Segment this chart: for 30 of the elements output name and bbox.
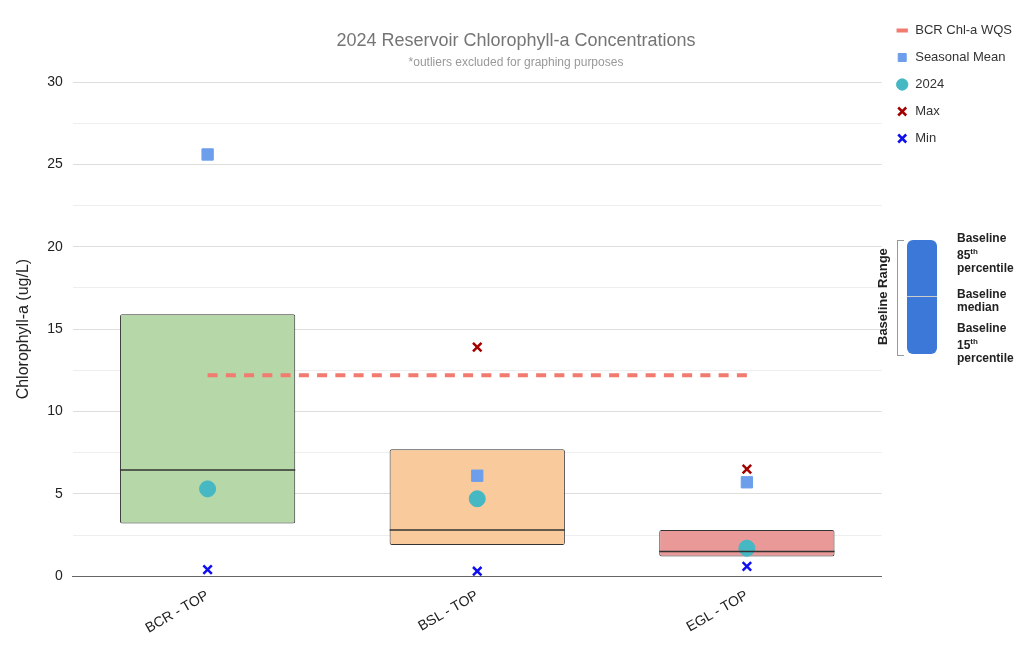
legend-label: Max: [915, 103, 941, 119]
annotation: Baseline Range: [875, 247, 890, 348]
chart-title: 2024 Reservoir Chlorophyll-a Concentrations: [336, 29, 696, 50]
point: [471, 469, 484, 482]
point: [199, 480, 217, 498]
chart-subtitle: *outliers excluded for graphing purposes: [408, 55, 624, 70]
point: [471, 565, 483, 577]
legend-label: 2024: [915, 76, 945, 92]
y-tick-label: 15: [47, 319, 63, 336]
y-tick-label: 0: [54, 567, 63, 584]
x-tick-label: EGL - TOP: [683, 586, 751, 635]
point: [741, 463, 753, 475]
point: [740, 476, 754, 489]
y-tick-label: 25: [47, 155, 63, 172]
point: [201, 148, 214, 161]
legend-label: BCR Chl-a WQS: [915, 22, 1013, 38]
y-tick-label: 20: [47, 237, 63, 254]
y-axis-title: Chlorophyll-a (ug/L): [14, 258, 32, 400]
point: [471, 341, 483, 353]
legend-label: Min: [915, 130, 937, 146]
x-tick-label: BCR - TOP: [142, 586, 212, 636]
y-tick-label: 30: [47, 72, 63, 89]
y-tick-label: 5: [54, 484, 63, 501]
point: [741, 560, 753, 572]
y-tick-label: 10: [47, 402, 63, 419]
point: [202, 564, 214, 576]
point: [738, 539, 756, 557]
x-tick-label: BSL - TOP: [415, 586, 481, 634]
point: [468, 490, 486, 508]
legend-label: Seasonal Mean: [915, 49, 1006, 65]
